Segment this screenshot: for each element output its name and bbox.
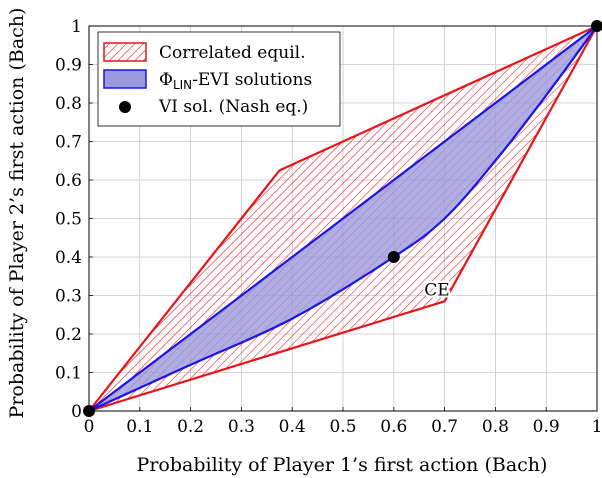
- x-tick-label: 1: [592, 417, 602, 437]
- legend-label-nash: VI sol. (Nash eq.): [158, 97, 308, 117]
- nash-point: [387, 251, 400, 263]
- x-tick-label: 0.7: [431, 417, 458, 437]
- y-tick-label: 0.2: [55, 325, 82, 345]
- y-tick-label: 0.9: [55, 56, 82, 76]
- y-tick-label: 0.5: [55, 210, 82, 230]
- legend-marker-nash: [119, 101, 131, 113]
- legend-label-evi-prefix: Φ: [159, 70, 173, 90]
- ce-annotation: CE: [424, 281, 449, 301]
- x-tick-label: 0: [84, 417, 95, 437]
- legend-label-evi: ΦLIN-EVI solutions: [159, 70, 312, 92]
- nash-point: [591, 20, 602, 32]
- x-tick-label: 0.5: [329, 417, 356, 437]
- x-tick-label: 0.1: [126, 417, 153, 437]
- y-tick-label: 0.8: [55, 94, 82, 114]
- y-axis-label: Probability of Player 2’s first action (…: [6, 8, 28, 419]
- y-tick-label: 0.3: [55, 287, 82, 307]
- x-tick-label: 0.9: [533, 417, 560, 437]
- plot-regions: [85, 23, 600, 414]
- nash-point: [83, 405, 95, 417]
- y-tick-label: 0.1: [55, 364, 82, 384]
- evi-upper-boundary: [88, 25, 598, 412]
- x-tick-label: 0.4: [279, 417, 306, 437]
- x-tick-label: 0.3: [228, 417, 255, 437]
- x-tick-label: 0.2: [177, 417, 204, 437]
- evi-lower-boundary: [88, 25, 598, 413]
- y-tick-label: 0: [71, 402, 82, 422]
- y-axis-ticks: 0 0.1 0.2 0.3 0.4 0.5 0.6 0.7 0.8 0.9 1: [55, 17, 93, 422]
- x-tick-label: 0.6: [380, 417, 407, 437]
- y-tick-label: 0.4: [55, 248, 82, 268]
- x-axis-label: Probability of Player 1’s first action (…: [137, 454, 548, 476]
- legend-swatch-ce: [103, 42, 147, 62]
- y-tick-label: 0.6: [55, 171, 82, 191]
- legend-label-ce: Correlated equil.: [159, 43, 305, 63]
- legend-label-evi-suffix: -EVI solutions: [192, 70, 312, 90]
- x-tick-label: 0.8: [482, 417, 509, 437]
- y-tick-label: 1: [71, 17, 82, 37]
- legend-swatch-evi: [103, 69, 147, 89]
- y-tick-label: 0.7: [55, 133, 82, 153]
- legend: Correlated equil. ΦLIN-EVI solutions VI …: [97, 31, 341, 127]
- legend-label-evi-sub: LIN: [173, 78, 192, 92]
- nash-points: [83, 20, 602, 417]
- x-axis-ticks: 0 0.1 0.2 0.3 0.4 0.5 0.6 0.7 0.8 0.9 1: [84, 407, 602, 437]
